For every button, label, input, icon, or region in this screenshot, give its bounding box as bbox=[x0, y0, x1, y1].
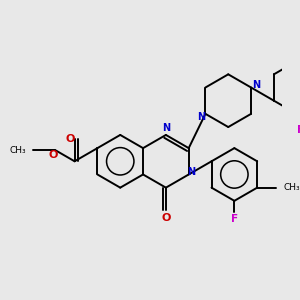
Text: O: O bbox=[161, 213, 171, 223]
Text: N: N bbox=[252, 80, 260, 90]
Text: O: O bbox=[49, 150, 58, 160]
Text: N: N bbox=[197, 112, 205, 122]
Text: CH₃: CH₃ bbox=[283, 183, 300, 192]
Text: N: N bbox=[188, 167, 196, 177]
Text: F: F bbox=[297, 125, 300, 135]
Text: O: O bbox=[65, 134, 75, 144]
Text: N: N bbox=[162, 123, 170, 134]
Text: F: F bbox=[231, 214, 238, 224]
Text: CH₃: CH₃ bbox=[10, 146, 26, 154]
